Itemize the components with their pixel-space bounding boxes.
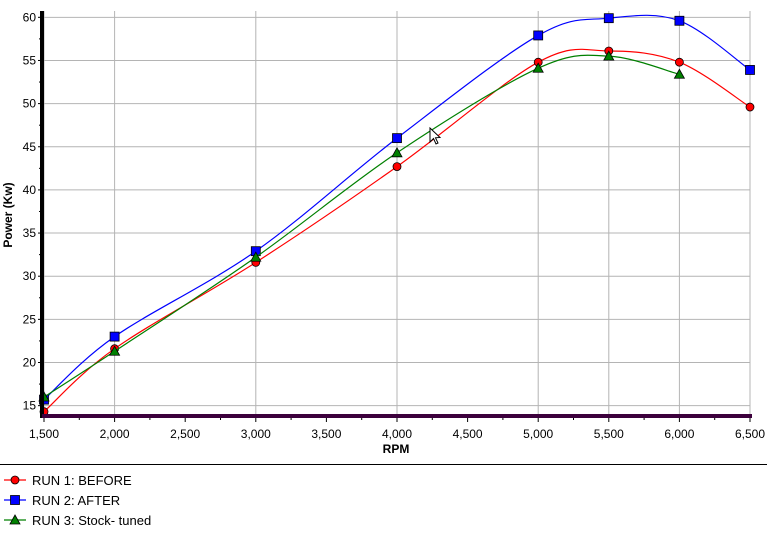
x-tick-label: 2,000 (100, 427, 130, 441)
data-point-run-3 (673, 68, 686, 79)
data-point-run-2 (745, 65, 755, 75)
x-tick-label: 3,000 (241, 427, 271, 441)
triangle-marker-icon (4, 514, 26, 525)
mouse-cursor-icon (429, 126, 442, 145)
y-tick-label: 50 (23, 97, 37, 111)
y-axis-label: Power (Kw) (1, 182, 15, 247)
y-tick-label: 45 (23, 140, 37, 154)
legend-item-run-3: RUN 3: Stock- tuned (4, 511, 151, 529)
y-tick-label: 15 (23, 399, 37, 413)
legend-label: RUN 3: Stock- tuned (32, 512, 152, 528)
y-tick-label: 20 (23, 355, 37, 369)
data-point-run-3 (532, 62, 544, 73)
data-point-run-1 (745, 102, 755, 112)
x-tick-label: 3,500 (311, 427, 341, 441)
series-line-2 (43, 14, 751, 401)
x-tick-label: 4,000 (382, 427, 412, 441)
x-axis-label: RPM (383, 442, 410, 456)
data-point-run-2 (109, 331, 120, 342)
data-point-run-3 (250, 251, 262, 262)
x-tick-label: 6,500 (735, 427, 765, 441)
power-chart: 15 20 25 30 35 40 45 50 55 60 1,500 2,000 2,500 3,000… (1, 10, 766, 456)
legend-item-run-1: RUN 1: BEFORE (4, 471, 132, 489)
x-tick-label: 5,000 (523, 427, 553, 441)
legend-item-run-2: RUN 2: AFTER (4, 491, 120, 509)
series-line-1 (43, 48, 751, 413)
legend-label: RUN 1: BEFORE (32, 472, 132, 488)
y-tick-label: 25 (23, 312, 37, 326)
data-point-run-3 (603, 50, 615, 61)
circle-marker-icon (4, 475, 26, 485)
legend-marker (10, 495, 20, 505)
y-tick-label: 35 (23, 226, 37, 240)
y-tick-label: 30 (23, 269, 37, 283)
square-marker-icon (4, 495, 26, 505)
grid (43, 11, 751, 416)
data-point-run-2 (533, 30, 544, 41)
data-point-run-2 (674, 15, 685, 26)
data-point-run-3 (391, 146, 403, 158)
data-point-run-2 (603, 13, 614, 24)
data-point-run-2 (392, 133, 402, 144)
series-group (38, 13, 755, 417)
x-tick-label: 4,500 (453, 427, 483, 441)
x-tick-label: 5,500 (594, 427, 624, 441)
legend-label: RUN 2: AFTER (32, 492, 121, 508)
x-tick-label: 6,000 (664, 427, 694, 441)
data-point-run-1 (675, 57, 684, 67)
data-point-run-3 (108, 345, 121, 356)
legend-marker (9, 514, 21, 525)
y-tick-label: 60 (23, 10, 37, 24)
y-tick-label: 40 (23, 183, 37, 197)
legend-marker (10, 475, 20, 485)
axes: 15 20 25 30 35 40 45 50 55 60 1,500 2,000 2,500 3,000… (23, 10, 766, 441)
series-line-3 (43, 54, 680, 398)
y-tick-label: 55 (23, 53, 37, 67)
x-tick-label: 2,500 (170, 427, 200, 441)
x-tick-label: 1,500 (29, 427, 59, 441)
legend: RUN 1: BEFORE RUN 2: AFTER RUN 3: Stock- t… (0, 464, 767, 528)
data-point-run-1 (392, 162, 402, 172)
